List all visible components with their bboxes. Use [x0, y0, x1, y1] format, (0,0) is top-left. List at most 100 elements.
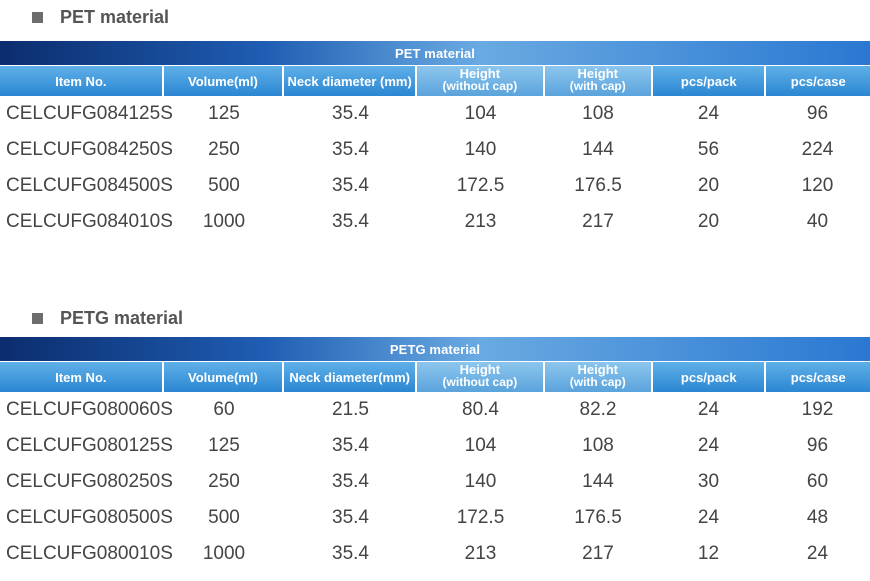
- pcs-pack-cell: 24: [697, 435, 720, 456]
- item-no-cell: CELCUFG080250S: [6, 471, 173, 492]
- table-row: CELCUFG084500S 500 35.4 172.5 176.5 20 120: [0, 168, 870, 204]
- pcs-case-cell: 120: [801, 175, 834, 196]
- item-no-cell: CELCUFG080500S: [6, 507, 173, 528]
- petg-section-title-text: PETG material: [60, 307, 184, 328]
- header-pcs-case: pcs/case: [766, 362, 870, 392]
- pcs-pack-cell: 24: [697, 507, 720, 528]
- pcs-case-cell: 224: [801, 139, 834, 160]
- petg-table-body: CELCUFG080060S 60 21.5 80.4 82.2 24 192 CELCUFG…: [0, 392, 870, 572]
- header-height-with-cap: Height (with cap): [544, 66, 652, 96]
- height-with-cap-cell: 108: [582, 435, 614, 456]
- volume-cell: 125: [208, 435, 240, 456]
- pcs-pack-cell: 20: [697, 175, 720, 196]
- neck-diameter-cell: 21.5: [332, 399, 369, 420]
- volume-cell: 60: [213, 399, 235, 420]
- neck-diameter-cell: 35.4: [332, 507, 369, 528]
- header-height-label: Height: [459, 362, 501, 377]
- table-row: CELCUFG080125S 125 35.4 104 108 24 96: [0, 428, 870, 464]
- header-height-label: Height: [577, 362, 618, 377]
- pcs-case-cell: 96: [806, 103, 829, 124]
- height-without-cap-cell: 172.5: [456, 175, 505, 196]
- table-row: CELCUFG080010S 1000 35.4 213 217 12 24: [0, 536, 870, 572]
- table-row: CELCUFG080250S 250 35.4 140 144 30 60: [0, 464, 870, 500]
- header-pcs-pack: pcs/pack: [653, 66, 765, 96]
- pcs-pack-cell: 20: [697, 211, 720, 232]
- header-with-cap-label: (with cap): [569, 375, 626, 389]
- neck-diameter-cell: 35.4: [332, 139, 369, 160]
- height-without-cap-cell: 140: [464, 139, 497, 160]
- header-item-no: Item No.: [0, 66, 162, 96]
- square-bullet-icon: [32, 312, 43, 324]
- pet-section-title: PET material: [32, 6, 169, 28]
- pcs-pack-cell: 30: [697, 471, 720, 492]
- volume-cell: 1000: [202, 211, 246, 232]
- header-neck-diameter: Neck diameter (mm): [284, 66, 416, 96]
- pet-table-banner: PET material: [0, 41, 870, 65]
- item-no-cell: CELCUFG084500S: [6, 175, 173, 196]
- item-no-cell: CELCUFG080125S: [6, 435, 173, 456]
- table-row: CELCUFG080060S 60 21.5 80.4 82.2 24 192: [0, 392, 870, 428]
- height-with-cap-cell: 144: [582, 139, 614, 160]
- neck-diameter-cell: 35.4: [332, 471, 369, 492]
- table-row: CELCUFG084125S 125 35.4 104 108 24 96: [0, 96, 870, 132]
- header-height-without-cap: Height (without cap): [417, 362, 543, 392]
- item-no-cell: CELCUFG080010S: [6, 543, 173, 564]
- item-no-cell: CELCUFG080060S: [6, 399, 173, 420]
- pcs-pack-cell: 12: [697, 543, 720, 564]
- table-row: CELCUFG080500S 500 35.4 172.5 176.5 24 48: [0, 500, 870, 536]
- pet-table-header: Item No. Volume(ml) Neck diameter (mm) H…: [0, 66, 870, 96]
- height-with-cap-cell: 82.2: [579, 399, 617, 420]
- petg-section-title: PETG material: [32, 307, 183, 329]
- height-without-cap-cell: 104: [464, 435, 497, 456]
- pcs-case-cell: 48: [806, 507, 829, 528]
- pcs-pack-cell: 56: [697, 139, 720, 160]
- height-with-cap-cell: 108: [582, 103, 614, 124]
- item-no-cell: CELCUFG084250S: [6, 139, 173, 160]
- height-without-cap-cell: 172.5: [456, 507, 505, 528]
- height-with-cap-cell: 217: [582, 211, 614, 232]
- header-without-cap-label: (without cap): [442, 375, 518, 389]
- petg-table: PETG material Item No. Volume(ml) Neck d…: [0, 337, 870, 572]
- header-with-cap-label: (with cap): [569, 79, 626, 93]
- header-height-without-cap: Height (without cap): [417, 66, 543, 96]
- height-without-cap-cell: 213: [464, 543, 497, 564]
- pcs-case-cell: 192: [801, 399, 834, 420]
- height-without-cap-cell: 80.4: [462, 399, 499, 420]
- pet-table: PET material Item No. Volume(ml) Neck di…: [0, 41, 870, 240]
- pcs-case-cell: 40: [806, 211, 829, 232]
- petg-table-banner: PETG material: [0, 337, 870, 361]
- petg-table-header: Item No. Volume(ml) Neck diameter(mm) He…: [0, 362, 870, 392]
- volume-cell: 250: [208, 471, 240, 492]
- header-neck-diameter: Neck diameter(mm): [284, 362, 416, 392]
- table-row: CELCUFG084250S 250 35.4 140 144 56 224: [0, 132, 870, 168]
- neck-diameter-cell: 35.4: [332, 543, 369, 564]
- header-height-with-cap: Height (with cap): [544, 362, 652, 392]
- header-volume: Volume(ml): [163, 362, 283, 392]
- volume-cell: 250: [208, 139, 240, 160]
- volume-cell: 1000: [202, 543, 246, 564]
- height-with-cap-cell: 176.5: [574, 175, 622, 196]
- pet-section-title-text: PET material: [60, 6, 170, 27]
- neck-diameter-cell: 35.4: [332, 175, 369, 196]
- neck-diameter-cell: 35.4: [332, 211, 369, 232]
- header-without-cap-label: (without cap): [442, 79, 518, 93]
- table-row: CELCUFG084010S 1000 35.4 213 217 20 40: [0, 204, 870, 240]
- square-bullet-icon: [32, 11, 43, 23]
- height-without-cap-cell: 140: [464, 471, 497, 492]
- neck-diameter-cell: 35.4: [332, 435, 369, 456]
- header-height-label: Height: [577, 66, 618, 81]
- pcs-case-cell: 60: [806, 471, 829, 492]
- volume-cell: 500: [208, 507, 240, 528]
- volume-cell: 500: [208, 175, 240, 196]
- height-with-cap-cell: 144: [582, 471, 614, 492]
- item-no-cell: CELCUFG084010S: [6, 211, 173, 232]
- volume-cell: 125: [208, 103, 240, 124]
- neck-diameter-cell: 35.4: [332, 103, 369, 124]
- pcs-case-cell: 96: [806, 435, 829, 456]
- height-with-cap-cell: 217: [582, 543, 614, 564]
- header-item-no: Item No.: [0, 362, 162, 392]
- pcs-pack-cell: 24: [697, 103, 720, 124]
- pet-table-body: CELCUFG084125S 125 35.4 104 108 24 96 CELCUFG08…: [0, 96, 870, 240]
- header-pcs-pack: pcs/pack: [653, 362, 765, 392]
- height-without-cap-cell: 213: [464, 211, 497, 232]
